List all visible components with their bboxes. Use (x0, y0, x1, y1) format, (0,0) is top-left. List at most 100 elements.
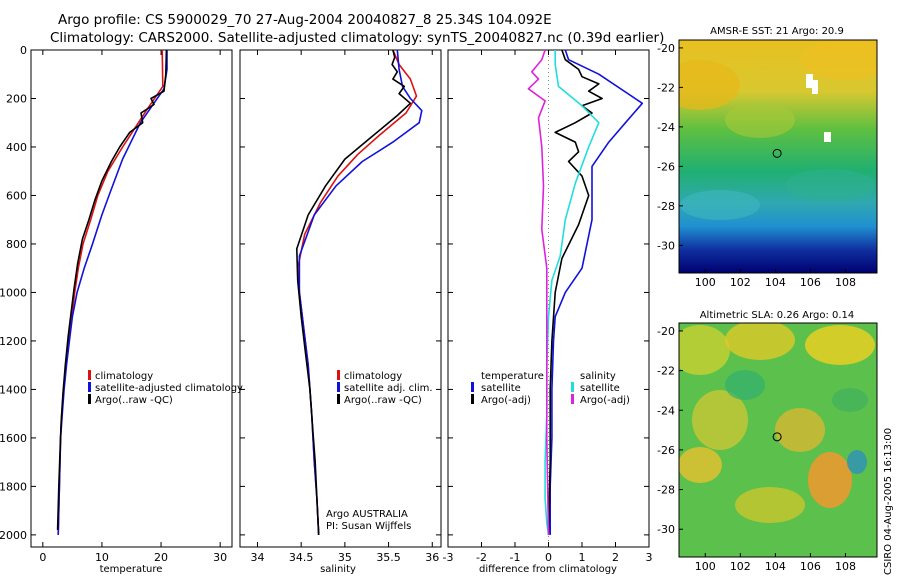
sst-warm-patch (800, 40, 877, 80)
legend-swatch-temp-argo (471, 394, 474, 404)
x-tick-label: 35 (338, 551, 352, 564)
y-tick-label: 1000 (0, 286, 27, 299)
y-tick-label: 600 (6, 189, 27, 202)
map-y-tick-label: -28 (657, 484, 675, 497)
legend-swatch-sal-argo (571, 394, 574, 404)
x-tick-label: 36 (425, 551, 439, 564)
x-tick-label: 10 (95, 551, 109, 564)
y-tick-label: 2000 (0, 529, 27, 542)
legend-label-temp-satellite: satellite (481, 383, 521, 394)
sla-high-patch (775, 408, 825, 452)
x-tick-label: -2 (476, 551, 487, 564)
legend-label-sal-satellite: satellite (580, 383, 620, 394)
y-tick-label: 800 (6, 238, 27, 251)
map-y-tick-label: -26 (657, 444, 675, 457)
legend-label-satellite: satellite adj. clim. (344, 383, 433, 394)
chart-title-line2: Climatology: CARS2000. Satellite-adjuste… (50, 30, 665, 46)
sst-cool-patch (680, 190, 760, 220)
x-tick-label: 1 (579, 551, 586, 564)
map-x-tick-label: 100 (695, 560, 716, 573)
credit-line: CSIRO 04-Aug-2005 16:13:00 (883, 427, 894, 575)
legend-label-climatology: climatology (95, 371, 153, 382)
salinity-legend: climatology satellite adj. clim. Argo(..… (337, 370, 433, 406)
sla-map-title: Altimetric SLA: 0.26 Argo: 0.14 (700, 310, 855, 321)
map-x-tick-label: 106 (800, 560, 821, 573)
map-x-tick-label: 108 (835, 560, 856, 573)
map-x-tick-label: 102 (730, 560, 751, 573)
legend-swatch-argo (337, 394, 340, 404)
y-tick-label: 1600 (0, 432, 27, 445)
sla-high-patch (725, 323, 795, 360)
sla-low-patch (725, 370, 765, 400)
temperature-xlabel: temperature (100, 564, 163, 575)
legend-swatch-climatology (337, 370, 340, 380)
sst-cool-patch (785, 169, 875, 201)
argo-position-marker (772, 432, 782, 442)
y-tick-label: 0 (20, 44, 27, 57)
legend-swatch-climatology (88, 370, 91, 380)
map-y-tick-label: -22 (657, 365, 675, 378)
legend-label-climatology: climatology (344, 371, 402, 382)
sla-low-patch (847, 450, 867, 474)
x-tick-label: 34.5 (289, 551, 314, 564)
map-y-tick-label: -30 (657, 239, 675, 252)
difference-panel: -3 -2 -1 0 1 2 3 difference from climatology t… (443, 49, 653, 575)
x-tick-label: 0 (39, 551, 46, 564)
map-y-tick-label: -20 (657, 325, 675, 338)
series-line-1 (298, 49, 423, 535)
salinity-xlabel: salinity (320, 564, 356, 575)
y-tick-label: 1200 (0, 335, 27, 348)
map-x-tick-label: 102 (730, 276, 751, 289)
legend-label-satellite: satellite-adjusted climatology (95, 383, 243, 394)
map-y-tick-label: -30 (657, 523, 675, 536)
map-y-tick-label: -24 (657, 404, 675, 417)
map-x-tick-label: 100 (695, 276, 716, 289)
map-x-tick-label: 104 (765, 560, 786, 573)
map-x-tick-label: 104 (765, 276, 786, 289)
map-y-tick-label: -24 (657, 121, 675, 134)
x-tick-label: 30 (213, 551, 227, 564)
temperature-panel: 0 200 400 600 800 1000 1200 1400 1600 1800 2000 0 10… (0, 44, 243, 575)
sst-missing-data (824, 132, 831, 142)
sst-missing-data (812, 80, 818, 94)
sst-map-frame (678, 39, 878, 274)
legend-swatch-temp-satellite (471, 382, 474, 392)
argo-position-marker (772, 148, 782, 158)
series-line-2 (295, 49, 412, 535)
legend-header-temperature: temperature (481, 371, 544, 382)
sla-map: Altimetric SLA: 0.26 Argo: 0.14 100 102 10… (657, 310, 878, 573)
x-tick-label: 35.5 (376, 551, 401, 564)
salinity-plot-frame (239, 49, 442, 548)
series-line-2 (56, 49, 168, 531)
difference-xlabel: difference from climatology (479, 564, 617, 575)
sst-missing-data (806, 74, 813, 88)
map-x-tick-label: 106 (800, 276, 821, 289)
x-tick-label: 3 (646, 551, 653, 564)
chart-title-line1: Argo profile: CS 5900029_70 27-Aug-2004 … (58, 12, 552, 28)
salinity-panel: 34 34.5 35 35.5 36 salinity climatology sate… (239, 49, 442, 575)
y-tick-label: 200 (6, 92, 27, 105)
legend-swatch-satellite (337, 382, 340, 392)
y-tick-label: 400 (6, 141, 27, 154)
series-line-2 (544, 50, 600, 536)
map-y-tick-label: -28 (657, 200, 675, 213)
float-pi-annotation: PI: Susan Wijffels (326, 521, 411, 532)
map-y-tick-label: -20 (657, 42, 675, 55)
map-y-tick-label: -26 (657, 160, 675, 173)
y-tick-label: 1400 (0, 383, 27, 396)
x-tick-label: 0 (545, 551, 552, 564)
sla-map-frame (678, 322, 878, 558)
series-line-1 (547, 49, 603, 535)
temperature-plot-frame (30, 49, 233, 548)
legend-swatch-sal-satellite (571, 382, 574, 392)
x-tick-label: 34 (250, 551, 264, 564)
sst-map: AMSR-E SST: 21 Argo: 20.9 100 102 104 106 10… (657, 26, 878, 289)
sla-low-patch (832, 388, 868, 412)
map-x-tick-label: 108 (835, 276, 856, 289)
sst-warm-patch (679, 60, 740, 110)
legend-label-temp-argo: Argo(-adj) (481, 395, 531, 406)
sla-high-patch (692, 390, 748, 450)
sla-peak-patch (808, 452, 852, 508)
x-tick-label: -3 (443, 551, 454, 564)
